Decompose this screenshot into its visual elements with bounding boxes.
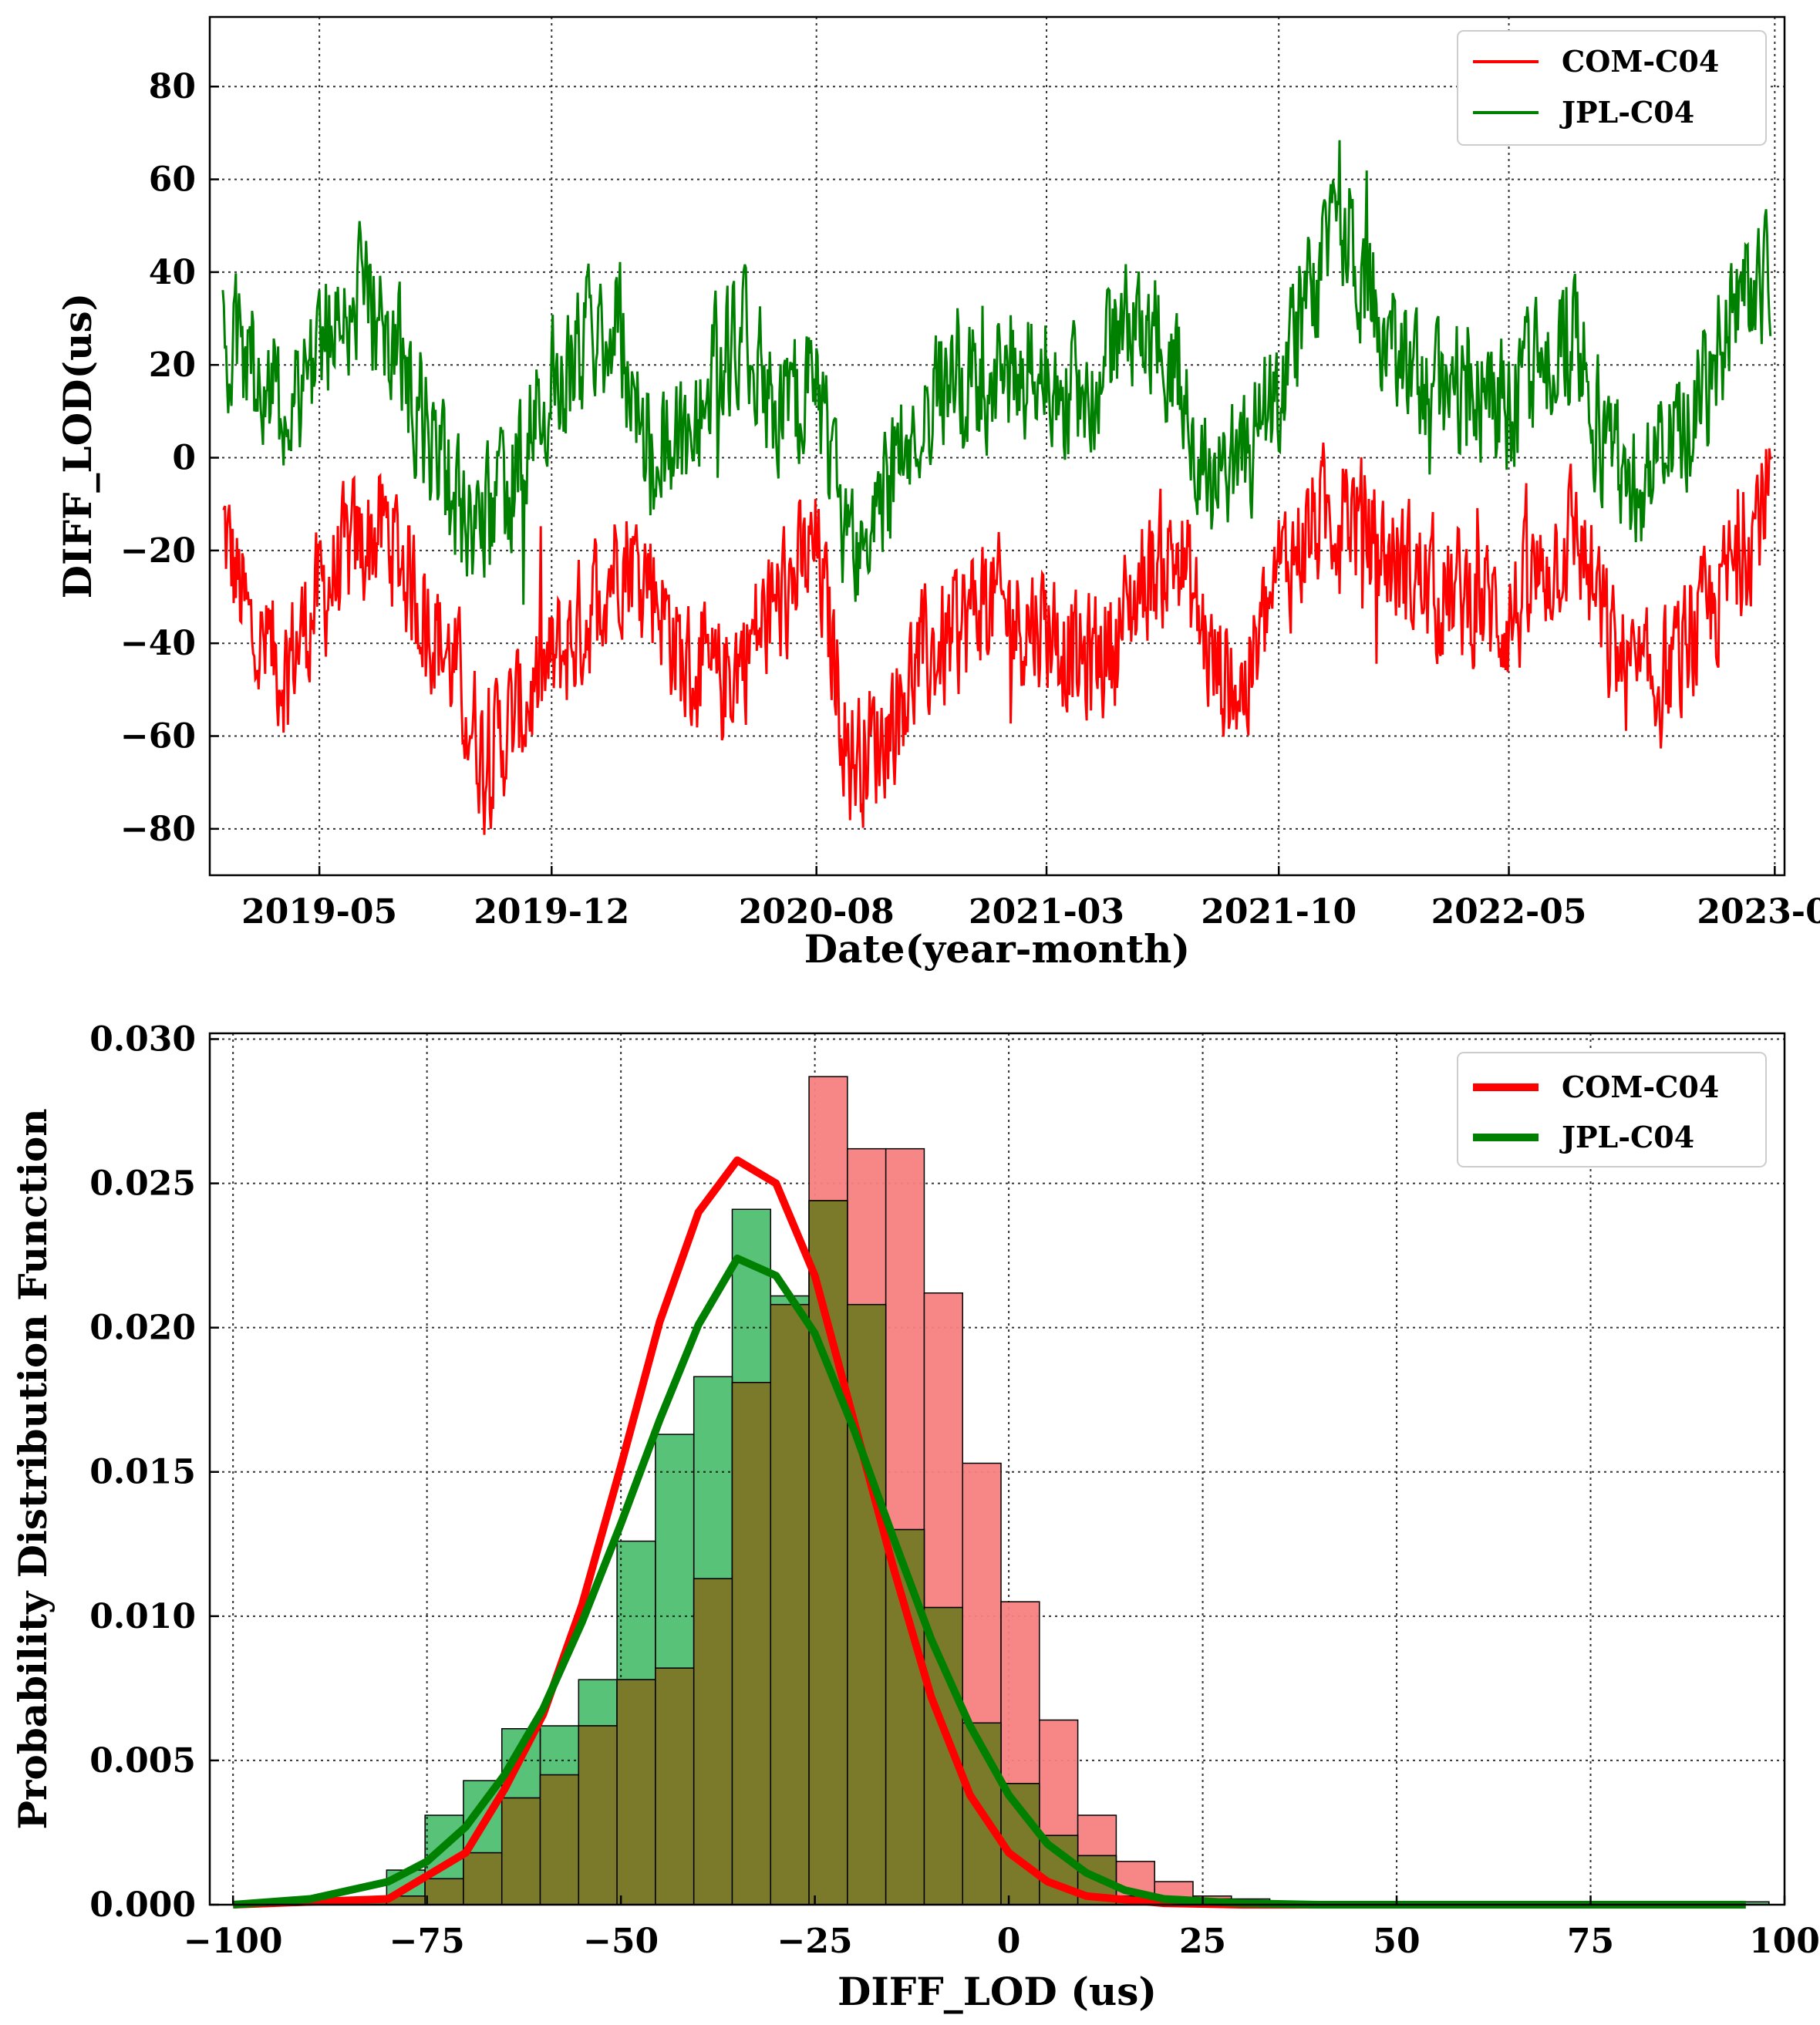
bottom-x-tick-label: 75 <box>1567 1922 1614 1961</box>
bottom-legend-label-com: COM-C04 <box>1562 1070 1719 1104</box>
bottom-x-tick-label: −50 <box>583 1922 659 1961</box>
bottom-fit-lines <box>232 1156 1746 1909</box>
top-x-tick-label: 2019-05 <box>241 892 397 932</box>
top-x-tick-label: 2021-03 <box>969 892 1124 932</box>
top-ticks: 2019-05 2019-12 2020-08 2021-03 2021-10 2022-… <box>120 67 1820 932</box>
top-x-tick-label: 2022-05 <box>1431 892 1587 932</box>
top-legend-label-jpl: JPL-C04 <box>1559 95 1694 130</box>
top-y-tick-label: 60 <box>149 160 196 200</box>
bottom-bar-overlap <box>655 1667 695 1905</box>
top-x-tick-label: 2021-10 <box>1201 892 1357 932</box>
bottom-bar-overlap <box>539 1774 580 1905</box>
bottom-bar-overlap <box>885 1528 925 1905</box>
bottom-legend: COM-C04 JPL-C04 <box>1457 1052 1767 1167</box>
bottom-x-tick-label: 25 <box>1179 1922 1226 1961</box>
top-y-tick-label: 80 <box>149 67 196 106</box>
bottom-x-tick-label: 100 <box>1749 1922 1820 1961</box>
bottom-fit-line-JPL-C04 <box>232 1254 1746 1909</box>
bottom-y-tick-label: 0.030 <box>89 1019 196 1059</box>
top-y-tick-label: −60 <box>120 717 196 756</box>
bottom-bar-overlap <box>463 1851 503 1905</box>
bottom-bar-overlap <box>731 1381 772 1905</box>
bottom-x-tick-label: 0 <box>997 1922 1021 1961</box>
bottom-fit-line-COM-C04 <box>233 1156 1746 1909</box>
top-plot-frame <box>208 15 1786 877</box>
bottom-bars-group <box>232 1076 1770 1905</box>
top-x-axis-label: Date(year-month) <box>804 926 1190 972</box>
top-y-tick-label: 0 <box>172 439 196 478</box>
top-legend-label-com: COM-C04 <box>1562 44 1719 79</box>
top-y-tick-label: 20 <box>149 345 196 385</box>
bottom-y-tick-label: 0.020 <box>89 1309 196 1348</box>
top-series-line-JPL-C04 <box>221 140 1772 605</box>
top-series-group <box>221 140 1772 835</box>
bottom-x-tick-label: 50 <box>1373 1922 1420 1961</box>
bottom-y-axis-label: Probability Distribution Function <box>10 1108 56 1829</box>
bottom-bar-overlap <box>424 1878 464 1905</box>
bottom-bar-overlap <box>501 1797 541 1905</box>
bottom-x-axis-label: DIFF_LOD (us) <box>838 1969 1157 2014</box>
bottom-bar-overlap <box>616 1679 656 1905</box>
bottom-y-tick-label: 0.025 <box>89 1164 196 1204</box>
bottom-x-tick-label: −25 <box>777 1922 853 1961</box>
bottom-ticks: −100 −75 −50 −25 0 25 50 75 100 0.000 0.005 0.010 0.… <box>89 1019 1820 1961</box>
bottom-x-tick-label: −100 <box>184 1922 283 1961</box>
time-series-chart: 2019-05 2019-12 2020-08 2021-03 2021-10 2022-… <box>55 15 1820 972</box>
top-y-tick-label: −20 <box>120 531 196 571</box>
top-legend: COM-C04 JPL-C04 <box>1457 30 1767 146</box>
top-y-tick-label: −80 <box>120 810 196 849</box>
bottom-bar-overlap <box>808 1200 848 1905</box>
bottom-bar-overlap <box>847 1303 887 1905</box>
top-y-tick-label: −40 <box>120 624 196 663</box>
bottom-y-tick-label: 0.000 <box>89 1885 196 1925</box>
bottom-plot-frame <box>208 1032 1786 1906</box>
top-x-tick-label: 2020-08 <box>739 892 895 932</box>
top-series-line-COM-C04 <box>222 442 1772 835</box>
top-grid <box>210 17 1785 875</box>
top-x-tick-label: 2023-01 <box>1697 892 1820 932</box>
bottom-bar-overlap <box>578 1725 618 1905</box>
histogram-chart: −100 −75 −50 −25 0 25 50 75 100 0.000 0.005 0.010 0.… <box>10 1019 1820 2014</box>
bottom-x-tick-label: −75 <box>389 1922 465 1961</box>
bottom-bar-overlap <box>770 1303 810 1905</box>
bottom-y-tick-label: 0.005 <box>89 1741 196 1781</box>
bottom-bar-overlap <box>693 1578 733 1905</box>
top-y-axis-label: DIFF_LOD(us) <box>55 293 100 599</box>
bottom-y-tick-label: 0.010 <box>89 1597 196 1636</box>
bottom-legend-label-jpl: JPL-C04 <box>1559 1120 1694 1154</box>
top-legend-box <box>1457 30 1767 146</box>
top-y-tick-label: 40 <box>149 253 196 292</box>
bottom-y-tick-label: 0.015 <box>89 1453 196 1492</box>
top-x-tick-label: 2019-12 <box>474 892 629 932</box>
